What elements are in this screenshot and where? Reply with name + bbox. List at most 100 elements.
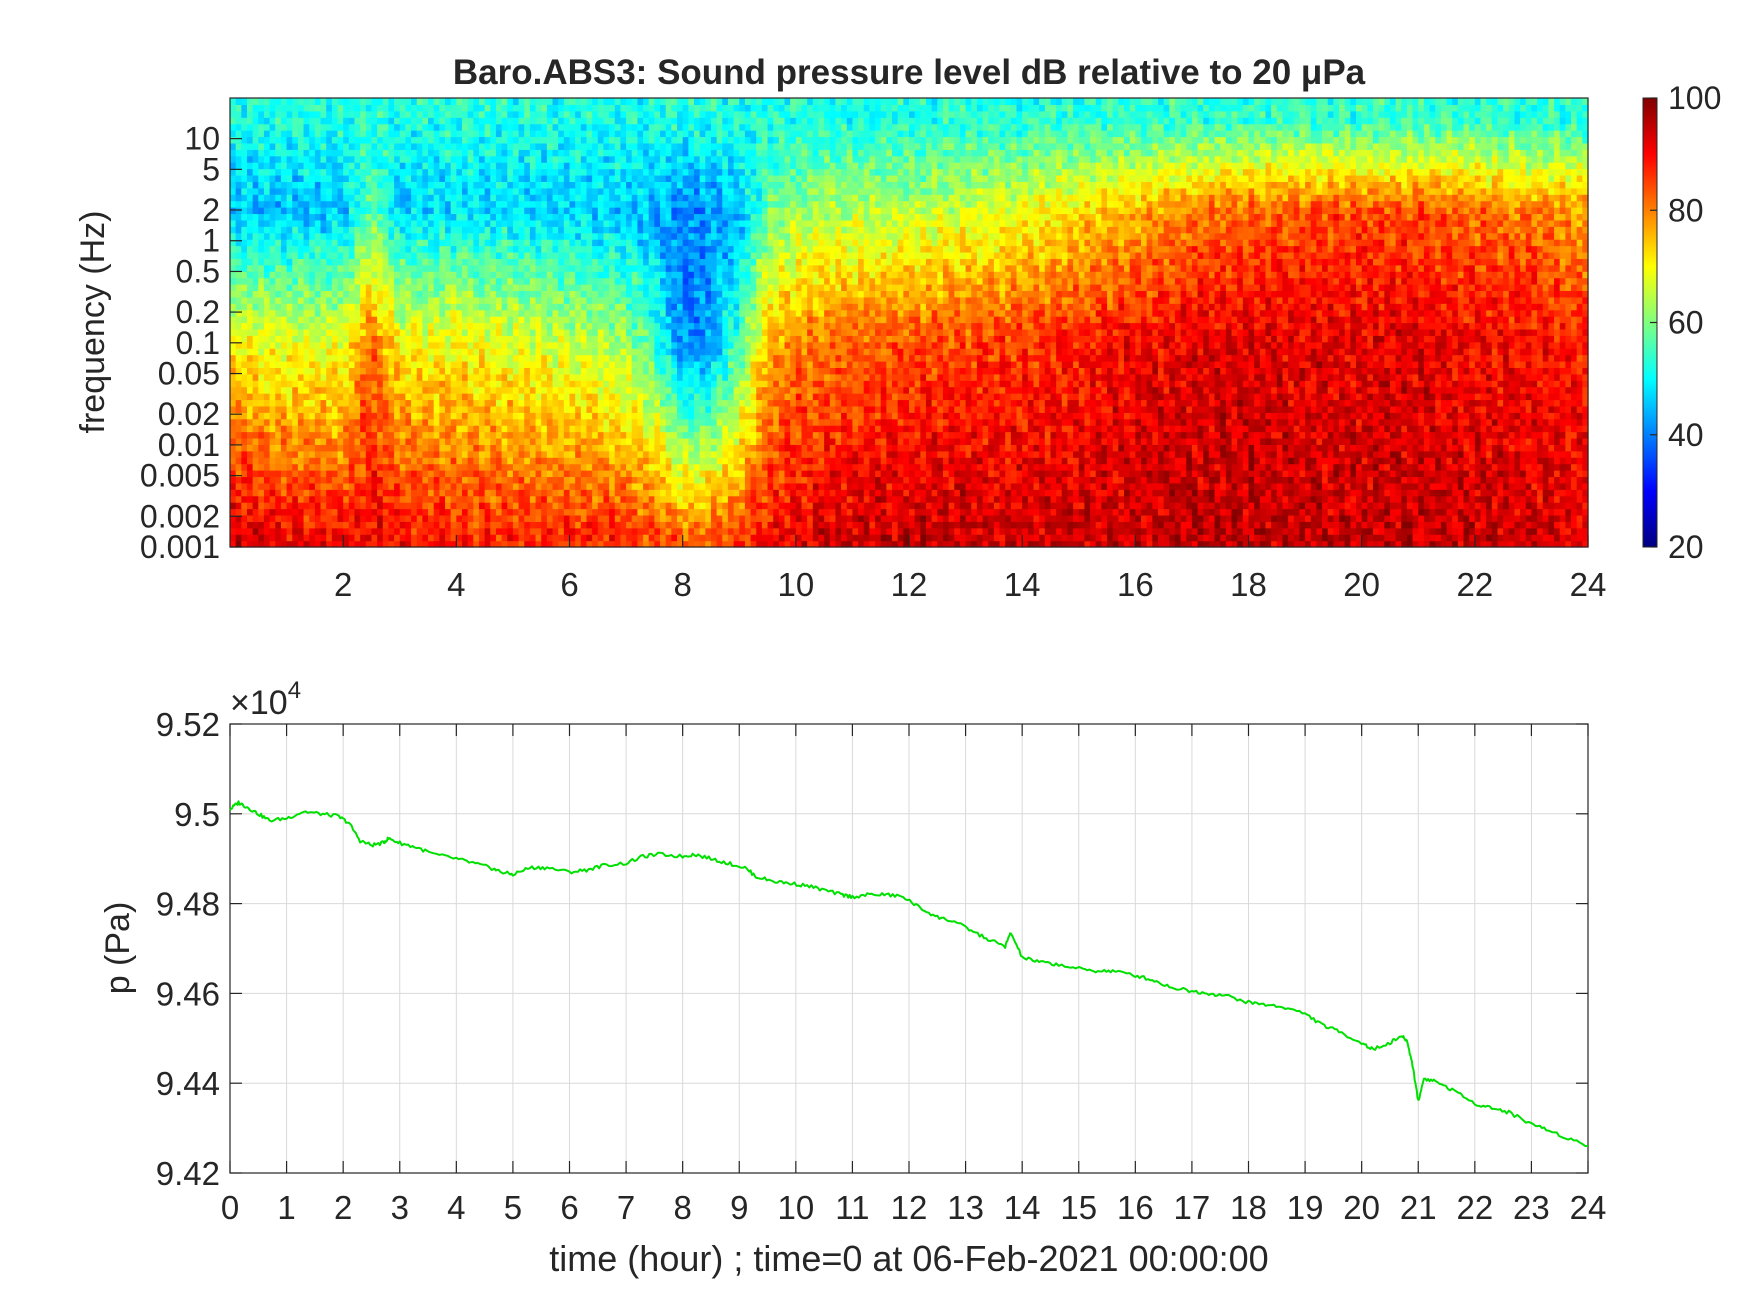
spectrogram-cell: [863, 463, 870, 471]
spectrogram-cell: [1508, 540, 1516, 548]
spectrogram-cell: [852, 489, 859, 497]
spectrogram-cell: [1220, 540, 1227, 548]
spectrogram-cell: [1129, 437, 1136, 445]
spectrogram-cell: [999, 457, 1006, 465]
spectrogram-cell: [705, 450, 712, 458]
spectrogram-cell: [1582, 444, 1589, 452]
spectrogram-cell: [1452, 521, 1459, 529]
spectrogram-cell: [722, 527, 729, 535]
spectrogram-cell: [818, 476, 825, 484]
spectrogram-cell: [954, 514, 961, 522]
spectrogram-cell: [835, 457, 842, 465]
spectrogram-cell: [1525, 418, 1533, 426]
spectrogram-cell: [1157, 489, 1165, 497]
spectrogram-cell: [1333, 425, 1340, 433]
spectrogram-cell: [1344, 425, 1351, 433]
spectrogram-cell: [1078, 437, 1086, 445]
spectrogram-cell: [1469, 457, 1476, 465]
spectrogram-cell: [1033, 495, 1040, 503]
spectrogram-cell: [841, 431, 848, 439]
spectrogram-cell: [682, 418, 689, 426]
spectrogram-cell: [394, 450, 401, 458]
spectrogram-cell: [597, 476, 605, 484]
spectrogram-cell: [795, 527, 803, 535]
spectrogram-cell: [1129, 534, 1136, 542]
spectrogram-cell: [490, 431, 497, 439]
spectrogram-cell: [246, 412, 254, 420]
spectrogram-cell: [377, 457, 384, 465]
spectrogram-cell: [371, 527, 378, 535]
spectrogram-cell: [1101, 521, 1108, 529]
spectrogram-cell: [354, 508, 361, 516]
spectrogram-cell: [1310, 534, 1317, 542]
spectrogram-cell: [428, 418, 435, 426]
spectrogram-cell: [931, 534, 938, 542]
spectrogram-cell: [1259, 540, 1267, 548]
spectrogram-cell: [909, 463, 916, 471]
spectrogram-cell: [688, 514, 695, 522]
spectrogram-cell: [807, 425, 814, 433]
spectrogram-cell: [1271, 450, 1278, 458]
spectrogram-cell: [1039, 463, 1046, 471]
spectrogram-cell: [1197, 502, 1204, 510]
spectrogram-cell: [880, 463, 887, 471]
spectrogram-cell: [716, 412, 723, 420]
spectrogram-cell: [1005, 450, 1012, 458]
spectrogram-cell: [750, 476, 757, 484]
spectrogram-cell: [439, 502, 446, 510]
spectrogram-cell: [326, 444, 333, 452]
spectrogram-cell: [909, 508, 916, 516]
spectrogram-cell: [875, 476, 882, 484]
spectrogram-cell: [1027, 527, 1035, 535]
spectrogram-cell: [1169, 534, 1176, 542]
spectrogram-cell: [1531, 502, 1538, 510]
spectrogram-cell: [433, 508, 440, 516]
spectrogram-cell: [677, 495, 684, 503]
spectrogram-cell: [761, 431, 769, 439]
spectrogram-cell: [292, 476, 299, 484]
spectrogram-cell: [1022, 418, 1029, 426]
spectrogram-cell: [897, 470, 904, 478]
spectrogram-cell: [1022, 489, 1029, 497]
spectrogram-cell: [292, 502, 299, 510]
spectrogram-cell: [1491, 527, 1499, 535]
spectrogram-cell: [1361, 431, 1368, 439]
spectrogram-cell: [795, 470, 803, 478]
spectrogram-cell: [529, 502, 537, 510]
spectrogram-cell: [1118, 482, 1125, 490]
spectrogram-cell: [925, 489, 933, 497]
spectrogram-cell: [399, 412, 407, 420]
spectrogram-cell: [360, 476, 367, 484]
spectrogram-cell: [999, 502, 1006, 510]
spectrogram-cell: [1327, 476, 1334, 484]
spectrogram-cell: [1356, 508, 1363, 516]
spectrogram-cell: [569, 508, 576, 516]
spectrogram-cell: [1090, 527, 1097, 535]
spectrogram-cell: [631, 418, 638, 426]
spectrogram-cell: [1525, 540, 1533, 548]
spectrogram-cell: [1254, 495, 1261, 503]
spectrogram-cell: [1180, 534, 1187, 542]
spectrogram-cell: [495, 457, 503, 465]
spectrogram-cell: [1095, 450, 1102, 458]
spectrogram-cell: [552, 482, 559, 490]
spectrogram-cell: [360, 495, 367, 503]
spectrogram-cell: [507, 437, 514, 445]
spectrogram-cell: [546, 527, 554, 535]
spectrogram-cell: [841, 508, 848, 516]
spectrogram-cell: [829, 514, 837, 522]
spectrogram-cell: [252, 463, 259, 471]
spectrogram-cell: [603, 502, 610, 510]
spectrogram-cell: [1384, 425, 1391, 433]
spectrogram-cell: [478, 412, 486, 420]
spectrogram-cell: [394, 502, 401, 510]
spectrogram-cell: [688, 489, 695, 497]
spectrogram-cell: [490, 444, 497, 452]
spectrogram-cell: [1316, 495, 1323, 503]
spectrogram-cell: [1514, 502, 1521, 510]
spectrogram-cell: [733, 502, 740, 510]
spectrogram-cell: [230, 534, 237, 542]
spectrogram-cell: [920, 514, 927, 522]
spectrogram-cell: [586, 431, 593, 439]
spectrogram-cell: [801, 534, 808, 542]
